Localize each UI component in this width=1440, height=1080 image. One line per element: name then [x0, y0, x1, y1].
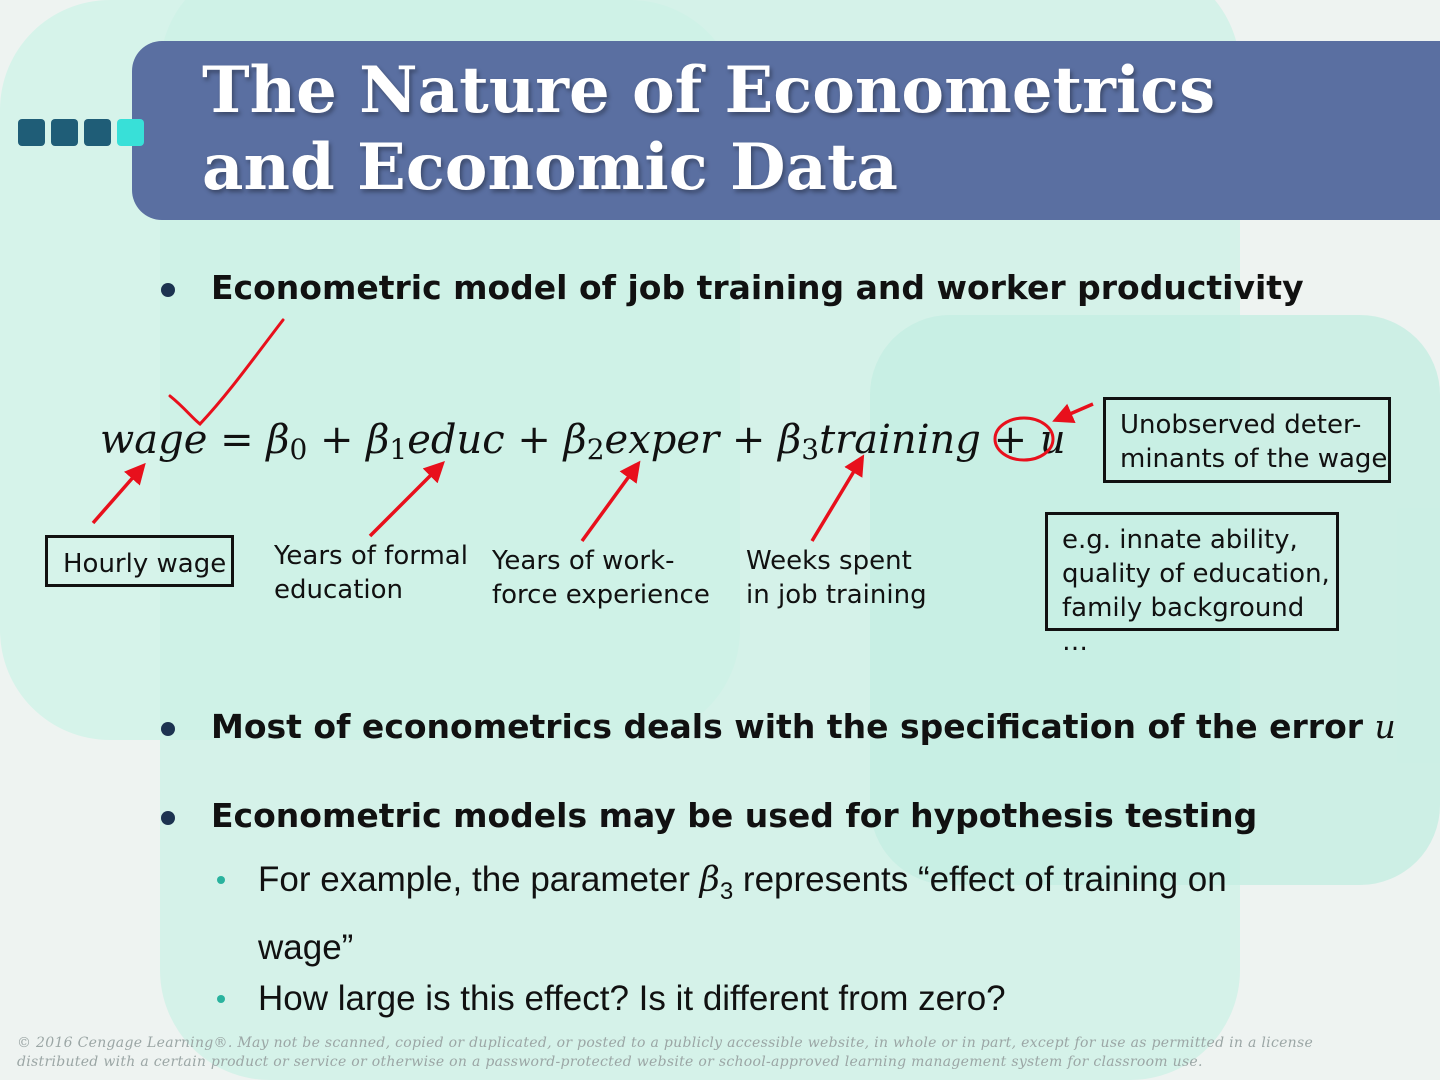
- bullet-dot: [161, 722, 175, 736]
- eq-term-exper: exper: [604, 417, 720, 463]
- eq-equals: =: [220, 417, 254, 463]
- bullet-error: Most of econometrics deals with the spec…: [211, 707, 1396, 747]
- deco-square: [51, 119, 78, 146]
- sub-bullet-question: How large is this effect? Is it differen…: [258, 979, 1006, 1018]
- eq-plus: +: [320, 417, 354, 463]
- deco-square: [18, 119, 45, 146]
- eq-error-term: u: [1039, 417, 1066, 463]
- sub-bullet-dot: [217, 876, 225, 884]
- eq-plus: +: [993, 417, 1028, 463]
- eq-lhs: wage: [100, 417, 208, 463]
- eq-plus: +: [731, 417, 766, 463]
- eq-sub3: 3: [801, 433, 820, 466]
- bullet-model: Econometric model of job training and wo…: [211, 268, 1304, 307]
- copyright-notice: © 2016 Cengage Learning®. May not be sca…: [17, 1035, 1314, 1070]
- label-examples: e.g. innate ability, quality of educatio…: [1045, 512, 1339, 657]
- title-bar: [132, 41, 1440, 220]
- label-educ: Years of formal education: [274, 541, 468, 605]
- deco-square: [117, 119, 144, 146]
- label-exper: Years of work- force experience: [492, 546, 710, 610]
- label-unobserved: Unobserved deter- minants of the wage: [1103, 397, 1391, 483]
- sub-bullet-beta: β: [699, 860, 720, 900]
- label-hourly-wage: Hourly wage: [45, 535, 234, 587]
- eq-beta3: β: [778, 417, 802, 463]
- decorative-squares: [18, 119, 144, 146]
- eq-term-educ: educ: [407, 417, 505, 463]
- eq-plus: +: [517, 417, 551, 463]
- background-shape-right: [870, 315, 1440, 885]
- eq-term-training: training: [819, 417, 981, 463]
- eq-sub0: 0: [289, 433, 308, 466]
- sub-bullet-example: For example, the parameter β3 represents…: [258, 852, 1318, 976]
- bullet-error-u: u: [1374, 707, 1396, 746]
- bullet-error-text: Most of econometrics deals with the spec…: [211, 707, 1375, 746]
- regression-equation: wage = β0 + β1educ + β2exper + β3trainin…: [100, 410, 1066, 470]
- slide-title: The Nature of Econometrics and Economic …: [202, 53, 1216, 205]
- bullet-hypothesis: Econometric models may be used for hypot…: [211, 796, 1258, 835]
- eq-beta0: β: [266, 417, 290, 463]
- label-training: Weeks spent in job training: [746, 546, 927, 610]
- bullet-dot: [161, 811, 175, 825]
- sub-bullet-dot: [217, 995, 225, 1003]
- eq-sub1: 1: [389, 433, 408, 466]
- sub-bullet-beta-sub: 3: [719, 878, 734, 905]
- sub-bullet-example-post: represents “effect of training on wage”: [258, 860, 1227, 967]
- eq-beta2: β: [563, 417, 587, 463]
- sub-bullet-example-pre: For example, the parameter: [258, 860, 700, 899]
- bullet-dot: [161, 283, 175, 297]
- deco-square: [84, 119, 111, 146]
- eq-beta1: β: [366, 417, 390, 463]
- eq-sub2: 2: [586, 433, 605, 466]
